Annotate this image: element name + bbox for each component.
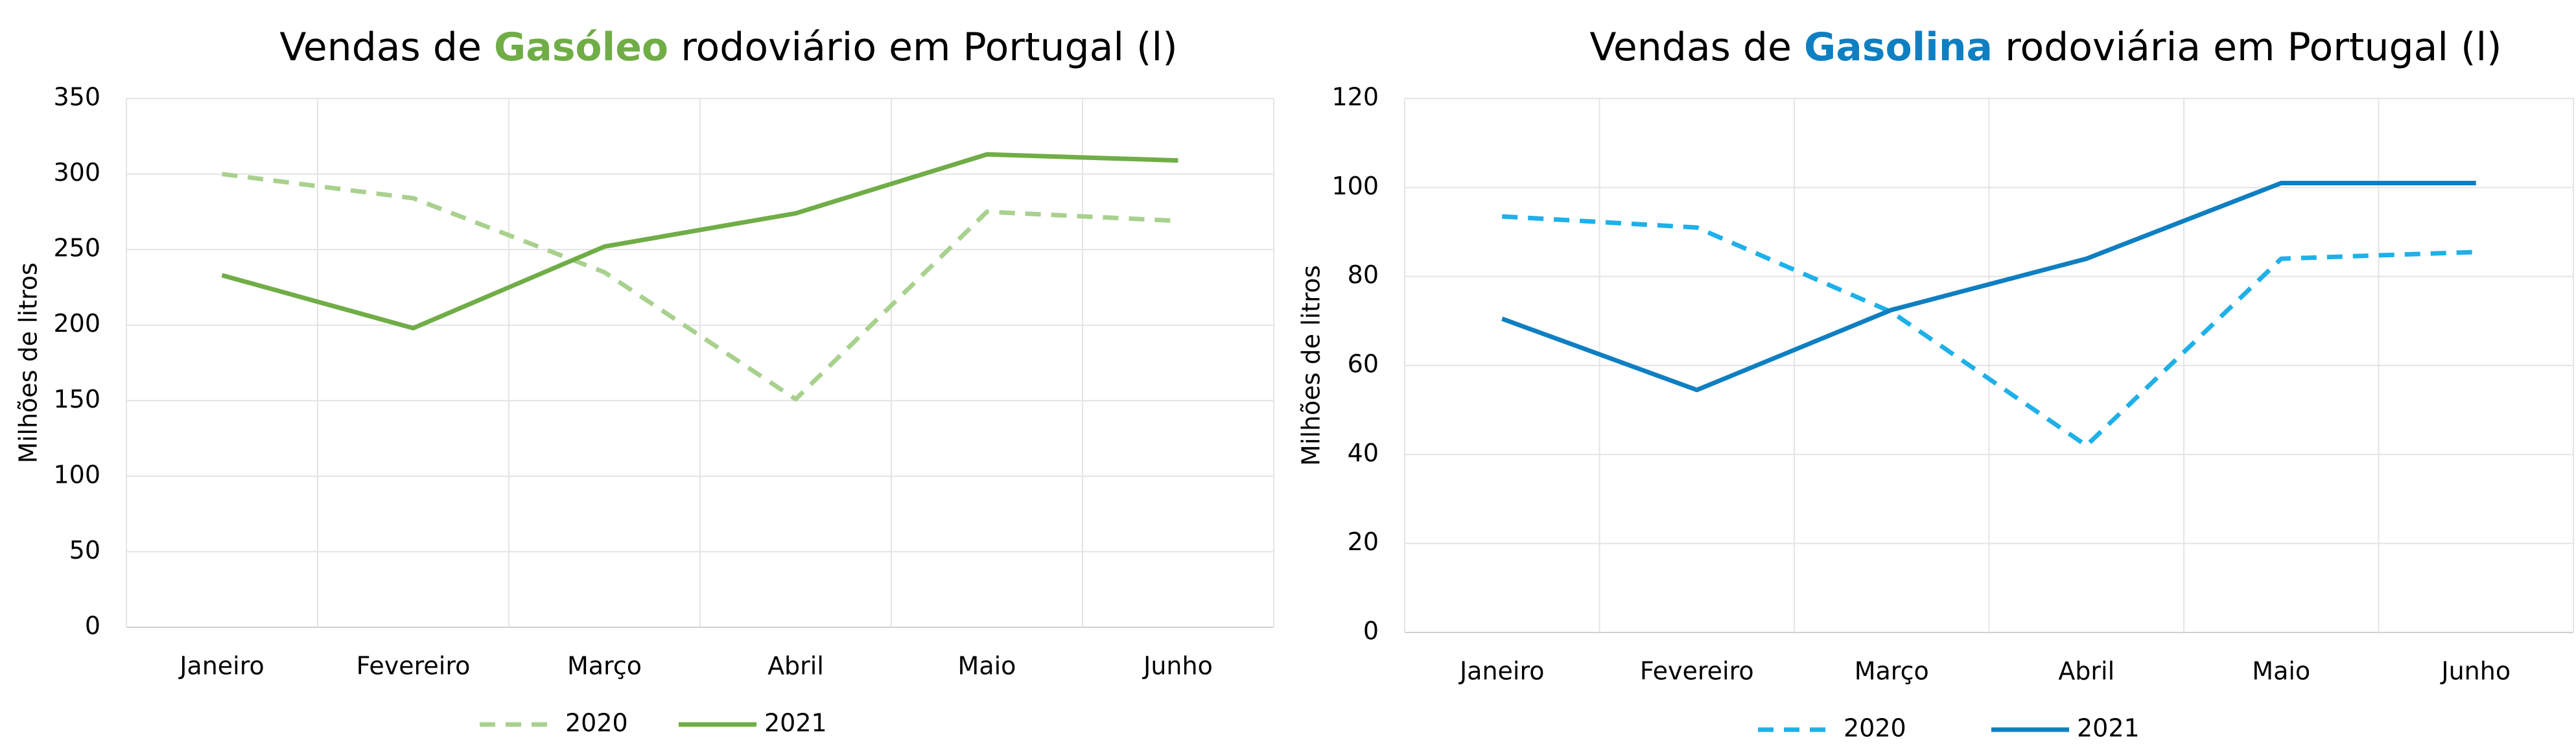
y-tick-label: 60 (1348, 350, 1379, 378)
x-tick-label: Março (1855, 657, 1929, 686)
x-tick-label: Fevereiro (357, 652, 471, 680)
title-prefix: Vendas de (279, 25, 494, 70)
x-tick-label: Janeiro (1458, 657, 1545, 686)
legend-label: 2021 (764, 709, 827, 737)
y-axis-label: Milhões de litros (14, 262, 43, 463)
y-tick-label: 350 (53, 83, 100, 111)
title-suffix: rodoviária em Portugal (l) (1993, 25, 2502, 70)
x-tick-label: Junho (2440, 657, 2511, 686)
x-tick-label: Fevereiro (1640, 657, 1754, 686)
title-suffix: rodoviário em Portugal (l) (668, 25, 1177, 70)
y-tick-label: 120 (1331, 83, 1379, 111)
series-line (1501, 180, 2476, 393)
y-tick-label: 250 (53, 234, 100, 262)
y-tick-label: 0 (1363, 617, 1379, 645)
y-tick-label: 0 (85, 612, 100, 640)
title-prefix: Vendas de (1589, 25, 1804, 70)
y-tick-label: 40 (1348, 439, 1379, 467)
x-tick-label: Maio (2252, 657, 2310, 686)
y-axis-label: Milhões de litros (1297, 265, 1326, 466)
x-tick-label: Junho (1142, 652, 1213, 680)
y-tick-label: 100 (53, 460, 100, 489)
legend-label: 2021 (2077, 714, 2140, 743)
y-tick-label: 150 (53, 385, 100, 413)
title-highlight: Gasóleo (494, 25, 668, 70)
y-tick-label: 20 (1348, 527, 1379, 556)
x-tick-label: Março (567, 652, 642, 680)
legend-label: 2020 (565, 709, 628, 737)
x-tick-label: Abril (2058, 657, 2114, 686)
title-highlight: Gasolina (1804, 25, 1993, 70)
series-line (1502, 214, 2476, 448)
legend-label: 2020 (1844, 714, 1906, 743)
series-line (222, 172, 1178, 402)
y-tick-label: 50 (69, 536, 100, 564)
x-tick-label: Maio (958, 652, 1016, 680)
x-tick-label: Abril (767, 652, 824, 680)
series-line (221, 152, 1178, 330)
y-tick-label: 200 (53, 309, 100, 338)
y-tick-label: 300 (53, 158, 100, 187)
y-tick-label: 100 (1331, 172, 1379, 200)
y-tick-label: 80 (1348, 261, 1379, 289)
chart-title: Vendas de Gasóleo rodoviário em Portugal… (279, 25, 1177, 70)
chart-title: Vendas de Gasolina rodoviária em Portuga… (1589, 25, 2501, 70)
x-tick-label: Janeiro (178, 652, 264, 680)
